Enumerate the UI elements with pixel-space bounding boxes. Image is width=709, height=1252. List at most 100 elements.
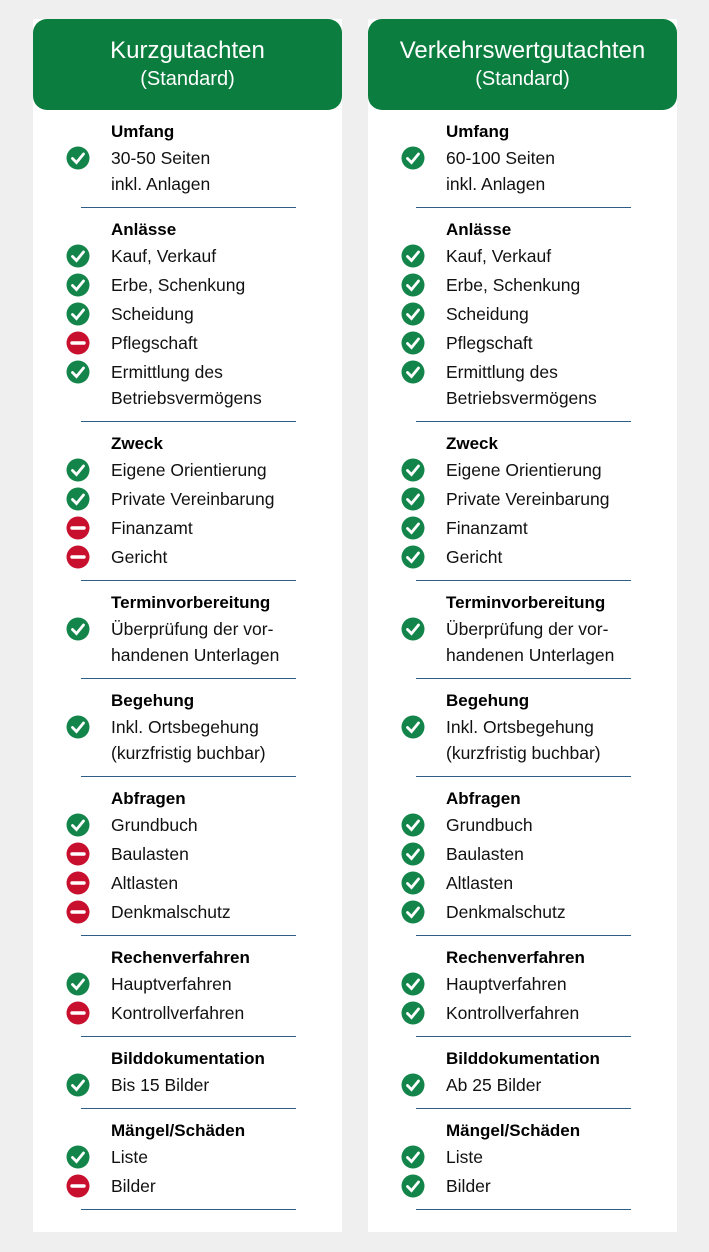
feature-text: Baulasten — [111, 844, 189, 864]
check-icon — [401, 1001, 425, 1025]
check-icon — [66, 617, 90, 641]
section: Mängel/Schäden Liste Bilder — [401, 1109, 631, 1210]
feature-item: Private Vereinbarung — [66, 486, 296, 512]
check-icon — [401, 1174, 425, 1198]
feature-item: Scheidung — [66, 301, 296, 327]
feature-item: Grundbuch — [66, 812, 296, 838]
feature-item: Erbe, Schenkung — [401, 272, 631, 298]
section: Bilddokumentation Bis 15 Bilder — [66, 1037, 296, 1109]
feature-text: Erbe, Schenkung — [446, 275, 581, 295]
check-icon — [66, 146, 90, 170]
feature-text: (kurzfristig buchbar) — [111, 743, 266, 763]
feature-item: Eigene Orientierung — [66, 457, 296, 483]
check-icon — [401, 516, 425, 540]
feature-item: Altlasten — [401, 870, 631, 896]
section-heading: Umfang — [111, 122, 175, 141]
feature-text: handenen Unterlagen — [446, 645, 615, 665]
check-icon — [401, 487, 425, 511]
minus-icon — [66, 1174, 90, 1198]
feature-text: Scheidung — [446, 304, 529, 324]
check-icon — [401, 360, 425, 384]
section-heading: Begehung — [111, 691, 195, 710]
card-subtitle: (Standard) — [475, 68, 570, 90]
check-icon — [401, 273, 425, 297]
minus-icon — [66, 900, 90, 924]
section-heading: Anlässe — [111, 220, 177, 239]
check-icon — [401, 545, 425, 569]
feature-text: Pflegschaft — [111, 333, 198, 353]
section-heading: Rechenverfahren — [111, 948, 250, 967]
minus-icon — [66, 516, 90, 540]
feature-item: Überprüfung der vor-handenen Unterlagen — [401, 616, 631, 668]
section: Begehung Inkl. Ortsbegehung (kurzfristig b… — [401, 679, 631, 777]
section: Abfragen Grundbuch Baulasten Altlasten Denkm… — [66, 777, 296, 936]
feature-item: Hauptverfahren — [401, 971, 631, 997]
check-icon — [66, 972, 90, 996]
feature-item: Baulasten — [66, 841, 296, 867]
feature-item: Ermittlung des Betriebsvermögens — [66, 359, 296, 411]
feature-item: Ab 25 Bilder — [401, 1072, 631, 1098]
check-icon — [66, 302, 90, 326]
check-icon — [401, 1145, 425, 1169]
section: Umfang 60-100 Seiten inkl. Anlagen — [401, 110, 631, 208]
check-icon — [66, 715, 90, 739]
check-icon — [401, 302, 425, 326]
section-heading: Mängel/Schäden — [111, 1121, 246, 1140]
feature-text: Altlasten — [446, 873, 514, 893]
feature-item: Baulasten — [401, 841, 631, 867]
feature-item: Finanzamt — [66, 515, 296, 541]
feature-text: Liste — [446, 1147, 483, 1167]
section: Zweck Eigene Orientierung Private Vereinba… — [66, 422, 296, 581]
feature-text: Erbe, Schenkung — [111, 275, 246, 295]
feature-item: Bis 15 Bilder — [66, 1072, 296, 1098]
section-heading: Abfragen — [111, 789, 186, 808]
feature-text: Inkl. Ortsbegehung — [446, 717, 594, 737]
feature-item: Überprüfung der vor-handenen Unterlagen — [66, 616, 296, 668]
feature-item: Inkl. Ortsbegehung (kurzfristig buchbar) — [401, 714, 631, 766]
section: Rechenverfahren Hauptverfahren Kontrollver… — [66, 936, 296, 1037]
check-icon — [401, 458, 425, 482]
feature-item: Kauf, Verkauf — [66, 243, 296, 269]
section: Rechenverfahren Hauptverfahren Kontrollver… — [401, 936, 631, 1037]
feature-item: Pflegschaft — [401, 330, 631, 356]
check-icon — [66, 1145, 90, 1169]
feature-item: Kontrollverfahren — [66, 1000, 296, 1026]
section-heading: Anlässe — [446, 220, 512, 239]
minus-icon — [66, 842, 90, 866]
section-heading: Terminvorbereitung — [111, 593, 271, 612]
section: Terminvorbereitung Überprüfung der vor-ha… — [401, 581, 631, 679]
feature-text: Gericht — [111, 547, 168, 567]
feature-text: Denkmalschutz — [111, 902, 231, 922]
section-heading: Mängel/Schäden — [446, 1121, 581, 1140]
feature-text: Ermittlung des — [446, 362, 558, 382]
feature-text: Betriebsvermögens — [446, 388, 597, 408]
feature-text: Private Vereinbarung — [446, 489, 610, 509]
feature-text: inkl. Anlagen — [446, 174, 546, 194]
check-icon — [401, 331, 425, 355]
feature-text: Kontrollverfahren — [111, 1003, 245, 1023]
section-heading: Terminvorbereitung — [446, 593, 606, 612]
feature-item: Private Vereinbarung — [401, 486, 631, 512]
check-icon — [401, 1073, 425, 1097]
feature-text: Hauptverfahren — [446, 974, 567, 994]
feature-text: Überprüfung der vor- — [111, 619, 274, 639]
feature-text: Altlasten — [111, 873, 179, 893]
feature-text: Inkl. Ortsbegehung — [111, 717, 259, 737]
feature-item: 60-100 Seiten inkl. Anlagen — [401, 145, 631, 197]
check-icon — [401, 813, 425, 837]
feature-text: 30-50 Seiten — [111, 148, 211, 168]
section: Umfang 30-50 Seiten inkl. Anlagen — [66, 110, 296, 208]
check-icon — [66, 458, 90, 482]
feature-text: inkl. Anlagen — [111, 174, 211, 194]
check-icon — [66, 244, 90, 268]
feature-item: Denkmalschutz — [401, 899, 631, 925]
check-icon — [66, 813, 90, 837]
card-subtitle: (Standard) — [140, 68, 235, 90]
check-icon — [401, 244, 425, 268]
feature-text: Baulasten — [446, 844, 524, 864]
feature-text: Ab 25 Bilder — [446, 1075, 542, 1095]
section: Terminvorbereitung Überprüfung der vor-ha… — [66, 581, 296, 679]
section: Abfragen Grundbuch Baulasten Altlasten Denkm… — [401, 777, 631, 936]
feature-text: Hauptverfahren — [111, 974, 232, 994]
feature-item: Kauf, Verkauf — [401, 243, 631, 269]
